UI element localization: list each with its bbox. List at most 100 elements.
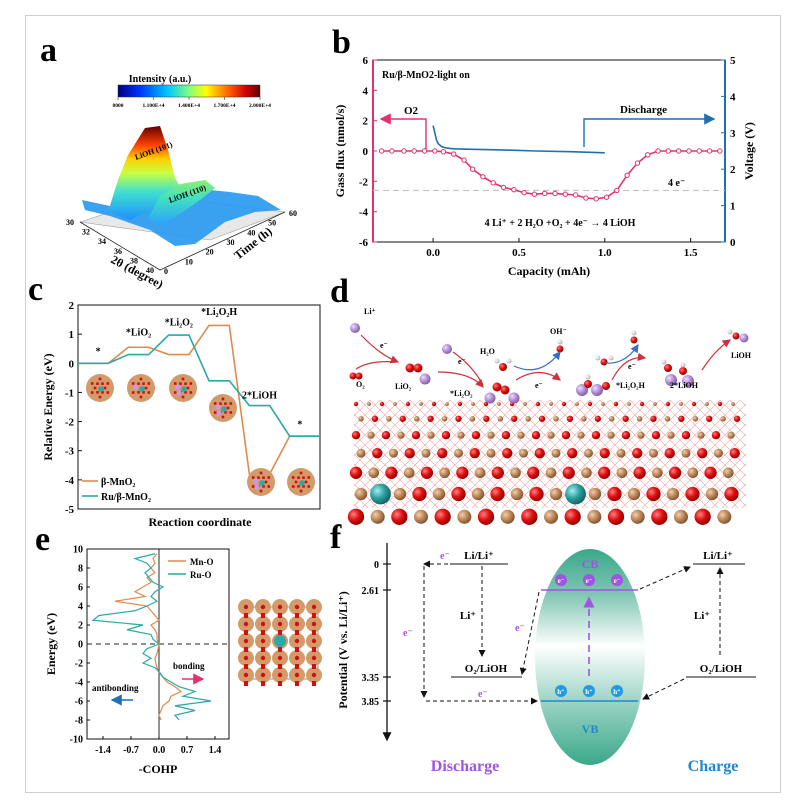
d-o-atom bbox=[694, 508, 711, 525]
surface-axes bbox=[79, 211, 286, 271]
e-x-axis-label: -COHP bbox=[139, 762, 178, 776]
d-o-atom bbox=[455, 415, 462, 422]
d-o-atom bbox=[598, 466, 611, 479]
d-o-atom bbox=[413, 363, 423, 373]
b-flux-point bbox=[480, 174, 486, 180]
c-structure-icon bbox=[209, 394, 237, 422]
d-o-atom bbox=[483, 415, 490, 422]
f-electron-label: e⁻ bbox=[586, 577, 593, 585]
e-o-atom bbox=[312, 630, 316, 635]
d-o-atom bbox=[664, 448, 675, 459]
e-o-atom bbox=[294, 638, 300, 644]
c-oxygen-site bbox=[307, 485, 311, 488]
e-o-atom bbox=[278, 664, 282, 669]
c-oxygen-site bbox=[103, 386, 107, 390]
a-x-tick-label: 30 bbox=[66, 218, 74, 227]
c-step-label: * bbox=[96, 347, 101, 358]
d-arrow-h2o-to-oh bbox=[513, 351, 561, 371]
d-h-atom bbox=[631, 330, 637, 336]
c-ru-atom bbox=[98, 386, 104, 392]
c-oxygen-site bbox=[147, 382, 151, 385]
b-flux-point bbox=[583, 195, 589, 201]
c-oxygen-site bbox=[221, 415, 225, 419]
e-o-atom bbox=[312, 664, 316, 669]
b-flux-point bbox=[593, 196, 599, 202]
d-mn-atom bbox=[413, 509, 429, 524]
e-o-atom bbox=[260, 655, 266, 661]
d-mn-atom bbox=[445, 402, 449, 406]
c-structure-icon bbox=[169, 374, 197, 402]
d-mn-atom bbox=[393, 487, 407, 501]
d-mn-atom bbox=[457, 431, 465, 439]
d-mn-atom bbox=[356, 448, 366, 458]
e-series-mn-o bbox=[114, 553, 183, 721]
c-legend-ru: Ru/β-MnO₂ bbox=[101, 492, 151, 503]
c-oxygen-site bbox=[259, 471, 263, 475]
d-label-li2o2h: *Li₂O₂H bbox=[616, 381, 646, 390]
d-o-atom bbox=[650, 415, 657, 422]
d-o-atom bbox=[632, 448, 643, 459]
b-flux-point bbox=[706, 148, 713, 154]
b-flux-point bbox=[655, 148, 661, 154]
d-label-h2o: H₂O bbox=[480, 347, 495, 356]
panel-c: c -5 -4 -3 -2 -1 0 1 2 * *LiO₂ *Li₂O₂ *Li₂O₂H 2*LiO… bbox=[28, 271, 321, 529]
e-o-atom bbox=[294, 655, 300, 661]
panel-e: e -1.4 -0.7 0.0 0.7 1.4 -10 -8 -6 -4 -2 0 2 4 6 8 10 Mn… bbox=[35, 521, 322, 776]
b-x-tick-label: 0.0 bbox=[426, 247, 440, 259]
d-o-atom bbox=[535, 401, 541, 407]
d-mn-atom bbox=[486, 448, 496, 458]
c-oxygen-site bbox=[297, 476, 300, 479]
a-y-tick-label: 40 bbox=[247, 228, 255, 237]
d-o-atom bbox=[381, 431, 391, 440]
f-hole: h⁺ bbox=[583, 685, 595, 697]
colorbar-tick-label: 1.700E+4 bbox=[214, 103, 236, 109]
c-oxygen-site bbox=[221, 397, 225, 401]
d-mn-atom bbox=[549, 487, 563, 501]
d-h-atom bbox=[727, 329, 733, 335]
panel-b: b 0.0 0.5 1.0 1.5 -6 -4 -2 0 2 4 6 0 1 2 3 4 5 Ru/β-MnO2… bbox=[332, 24, 756, 278]
c-plot-frame bbox=[77, 304, 321, 510]
d-o-atom bbox=[521, 508, 538, 525]
f-discharge-title: Discharge bbox=[431, 758, 499, 775]
d-li-atom bbox=[591, 384, 603, 396]
d-mn-atom bbox=[469, 416, 476, 422]
c-step-label: *Li₂O₂ bbox=[165, 317, 193, 328]
c-oxygen-site bbox=[137, 391, 140, 394]
d-mn-atom bbox=[500, 509, 515, 524]
panel-label-d: d bbox=[330, 273, 349, 310]
d-mn-atom bbox=[722, 467, 734, 479]
f-semiconductor-ellipse bbox=[535, 549, 645, 765]
e-o-atom bbox=[295, 647, 299, 652]
b-y2-tick-label: 0 bbox=[730, 237, 736, 249]
d-o-atom bbox=[502, 448, 513, 459]
e-o-atom bbox=[260, 638, 266, 644]
d-label-li2o2: *Li₂O₂ bbox=[450, 389, 473, 398]
b-x-axis-label: Capacity (mAh) bbox=[508, 264, 590, 278]
d-li-atom bbox=[576, 384, 588, 396]
c-oxygen-site bbox=[96, 382, 99, 385]
c-oxygen-site bbox=[142, 391, 145, 394]
c-structure-icon bbox=[247, 468, 275, 496]
e-crystal-structure bbox=[238, 599, 322, 686]
e-o-atom bbox=[261, 630, 265, 635]
b-y-tick-label: 2 bbox=[363, 116, 369, 128]
c-oxygen-site bbox=[213, 402, 217, 405]
d-label-oh-minus: OH⁻ bbox=[550, 327, 567, 336]
f-e-label-1: e⁻ bbox=[440, 551, 450, 562]
f-hole-dot bbox=[583, 685, 595, 697]
e-o-atom bbox=[311, 638, 317, 644]
e-o-atom bbox=[261, 664, 265, 669]
f-hole: h⁺ bbox=[611, 685, 623, 697]
e-o-atom bbox=[295, 630, 299, 635]
e-o-atom bbox=[260, 604, 266, 610]
e-o-atom bbox=[311, 604, 317, 610]
e-o-atom bbox=[312, 613, 316, 618]
d-o-atom bbox=[717, 401, 723, 407]
e-o-atom bbox=[243, 672, 249, 678]
d-mn-atom bbox=[607, 431, 615, 439]
c-li-atom bbox=[215, 404, 221, 410]
d-o-atom bbox=[561, 431, 571, 440]
c-oxygen-site bbox=[181, 395, 185, 399]
d-mn-atom bbox=[457, 509, 472, 524]
d-mn-atom bbox=[370, 509, 385, 524]
